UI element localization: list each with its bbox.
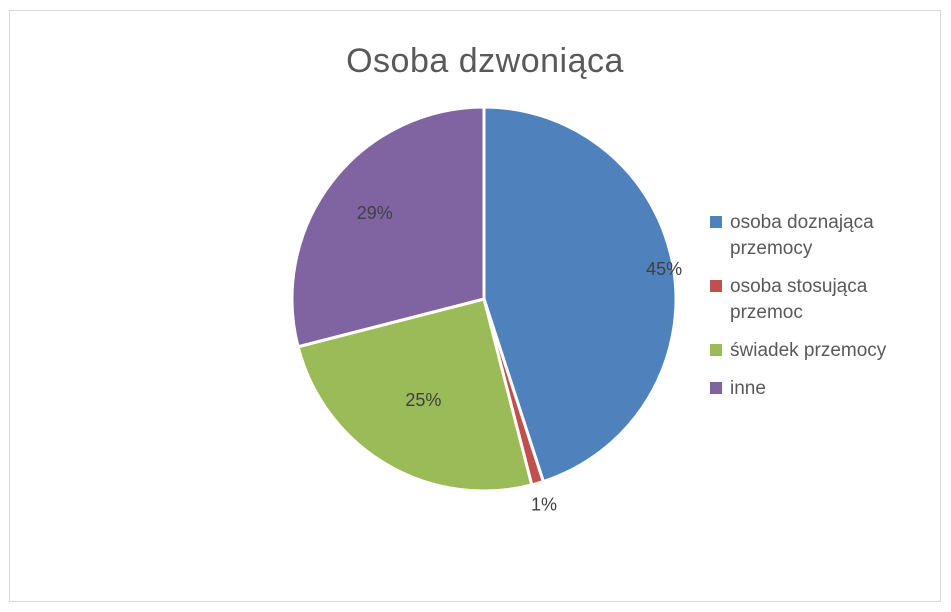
chart-title: Osoba dzwoniąca	[346, 42, 624, 80]
legend-label: inne	[730, 378, 766, 399]
legend-item-2: osoba stosująca przemoc	[710, 274, 930, 326]
legend-swatch	[710, 280, 722, 292]
pie-slice-4	[290, 105, 486, 349]
pie-slice-3	[296, 297, 534, 493]
legend-item-3: świadek przemocy	[710, 338, 930, 364]
legend: osoba doznająca przemocy osoba stosująca …	[710, 210, 930, 414]
legend-item-1: osoba doznająca przemocy	[710, 210, 930, 262]
data-label-3: 25%	[405, 390, 441, 410]
legend-label: osoba doznająca przemocy	[730, 212, 874, 259]
legend-label: osoba stosująca przemoc	[730, 276, 868, 323]
legend-swatch	[710, 382, 722, 394]
legend-swatch	[710, 344, 722, 356]
data-label-4: 29%	[357, 203, 393, 223]
legend-label: świadek przemocy	[730, 340, 887, 361]
legend-item-4: inne	[710, 376, 930, 402]
pie-slice-1	[482, 105, 678, 484]
legend-swatch	[710, 216, 722, 228]
data-label-2: 1%	[531, 494, 557, 514]
data-label-1: 45%	[646, 259, 682, 279]
